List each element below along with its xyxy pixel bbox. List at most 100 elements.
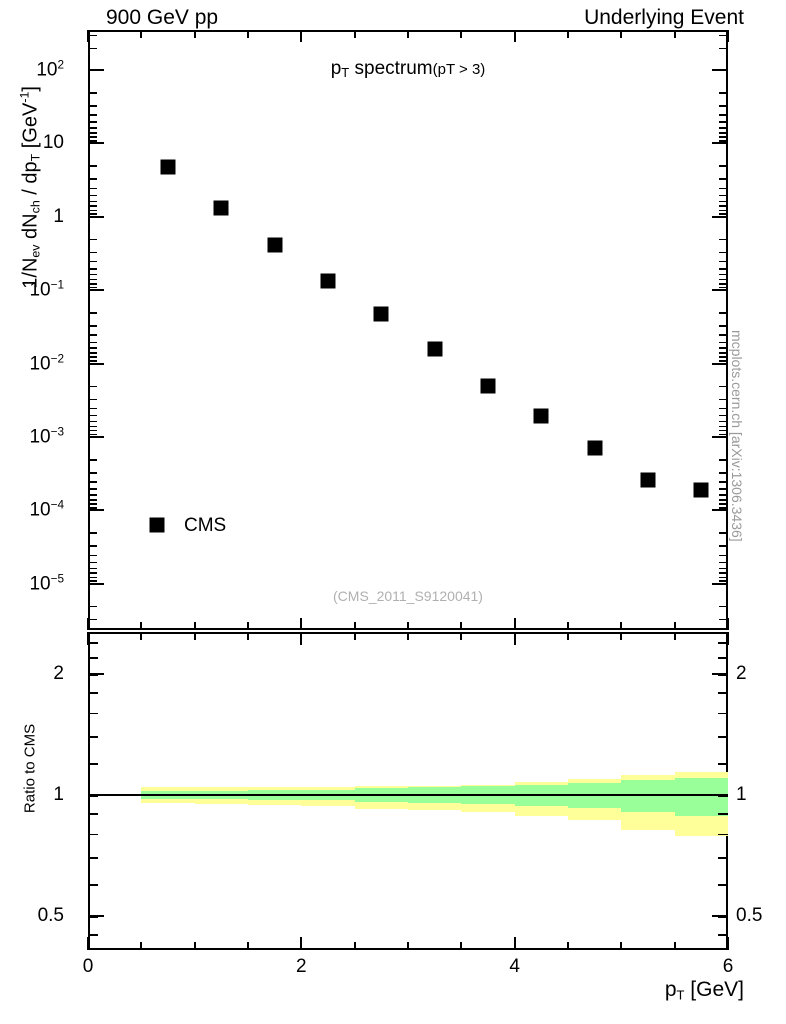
data-point-marker bbox=[373, 306, 389, 322]
y-minor-tick bbox=[88, 499, 97, 501]
y-major-tick bbox=[88, 509, 104, 512]
y-minor-tick bbox=[88, 605, 97, 608]
plot-title-cut: (pT > 3) bbox=[432, 61, 486, 78]
ratio-y-minor-tick bbox=[718, 763, 728, 765]
y-minor-tick bbox=[88, 341, 97, 343]
x-tick-main-top bbox=[140, 30, 143, 38]
y-major-tick bbox=[712, 509, 728, 512]
y-minor-tick bbox=[719, 187, 728, 190]
ratio-y-minor-tick bbox=[718, 692, 728, 694]
x-axis-label: pT [GeV] bbox=[665, 978, 744, 1002]
x-tick-main-bottom bbox=[513, 618, 516, 630]
y-minor-tick bbox=[719, 105, 728, 107]
y-minor-tick bbox=[719, 283, 728, 285]
y-minor-tick bbox=[88, 360, 97, 362]
x-tick-main-top bbox=[460, 30, 463, 38]
ratio-reference-line bbox=[88, 794, 728, 796]
x-tick-ratio-top bbox=[140, 632, 143, 640]
data-point-marker bbox=[640, 472, 656, 488]
y-minor-tick bbox=[88, 576, 97, 579]
legend-entry-cms: CMS bbox=[184, 515, 227, 536]
x-tick-main-top bbox=[513, 30, 516, 42]
x-tick-ratio-bottom bbox=[300, 937, 303, 950]
x-tick-ratio-top bbox=[247, 632, 249, 640]
y-minor-tick bbox=[88, 200, 97, 203]
y-major-tick bbox=[712, 142, 728, 145]
x-tick-main-top bbox=[87, 30, 89, 42]
ratio-y-minor-tick bbox=[718, 934, 728, 936]
x-tick-main-top bbox=[300, 30, 303, 42]
y-minor-tick bbox=[88, 165, 97, 167]
y-minor-tick bbox=[719, 532, 728, 534]
y-minor-tick bbox=[719, 260, 728, 263]
x-tick-main-top bbox=[673, 30, 676, 38]
y-minor-tick bbox=[719, 178, 728, 180]
ratio-y-minor-tick bbox=[88, 833, 98, 836]
y-minor-tick bbox=[88, 251, 97, 254]
y-major-tick bbox=[712, 69, 728, 71]
y-minor-tick bbox=[88, 325, 97, 327]
y-minor-tick bbox=[719, 503, 728, 505]
y-tick-label: 102 bbox=[36, 58, 64, 81]
y-minor-tick bbox=[719, 499, 728, 501]
plot-title: pT spectrum(pT > 3) bbox=[88, 58, 728, 80]
y-minor-tick bbox=[88, 127, 97, 129]
header-left-label: 900 GeV pp bbox=[106, 6, 219, 29]
x-tick-ratio-bottom bbox=[727, 937, 729, 950]
ratio-y-minor-tick bbox=[88, 657, 98, 659]
y-minor-tick bbox=[88, 121, 97, 123]
y-major-tick bbox=[88, 289, 104, 292]
y-minor-tick bbox=[88, 488, 97, 490]
y-minor-tick bbox=[88, 554, 97, 557]
y-minor-tick bbox=[88, 194, 97, 197]
y-minor-tick bbox=[719, 140, 728, 142]
y-minor-tick bbox=[719, 472, 728, 474]
plot-title-rest: spectrum bbox=[349, 58, 433, 79]
x-axis-label-unit: [GeV] bbox=[684, 978, 744, 1001]
y-minor-tick bbox=[88, 209, 97, 212]
ratio-y-tick-label-left: 0.5 bbox=[37, 905, 64, 926]
x-tick-ratio-top bbox=[620, 632, 623, 640]
y-minor-tick bbox=[88, 567, 97, 570]
y-minor-tick bbox=[719, 251, 728, 254]
y-minor-tick bbox=[719, 268, 728, 270]
ratio-band-inner bbox=[674, 777, 728, 817]
x-axis-label-p: p bbox=[664, 978, 677, 1001]
y-major-tick bbox=[712, 582, 728, 585]
y-minor-tick bbox=[88, 334, 97, 336]
y-tick-label: 10−1 bbox=[29, 278, 64, 301]
ratio-y-minor-tick bbox=[718, 736, 728, 738]
x-tick-ratio-bottom bbox=[407, 942, 409, 950]
ratio-y-minor-tick bbox=[718, 916, 728, 918]
x-tick-main-top bbox=[247, 30, 249, 38]
y-minor-tick bbox=[88, 429, 97, 432]
y-minor-tick bbox=[88, 494, 97, 496]
y-major-tick bbox=[712, 289, 728, 292]
y-minor-tick bbox=[88, 205, 97, 207]
y-minor-tick bbox=[88, 114, 97, 116]
y-major-tick bbox=[88, 142, 104, 145]
ratio-y-tick-label-right: 2 bbox=[736, 663, 747, 684]
y-minor-tick bbox=[719, 407, 728, 410]
y-minor-tick bbox=[88, 433, 97, 436]
ratio-y-minor-tick bbox=[718, 857, 728, 859]
ratio-y-minor-tick bbox=[88, 934, 98, 936]
header-right-label: Underlying Event bbox=[584, 6, 744, 29]
data-point-marker bbox=[267, 237, 283, 253]
x-tick-ratio-bottom bbox=[140, 942, 143, 950]
x-tick-main-top bbox=[407, 30, 409, 38]
x-tick-label: 4 bbox=[509, 956, 520, 977]
x-tick-main-top bbox=[193, 30, 196, 38]
y-minor-tick bbox=[719, 213, 728, 215]
y-minor-tick bbox=[719, 429, 728, 432]
data-point-marker bbox=[213, 200, 229, 216]
y-minor-tick bbox=[719, 576, 728, 579]
y-major-tick bbox=[88, 582, 104, 585]
ratio-y-minor-tick bbox=[718, 833, 728, 836]
y-minor-tick bbox=[88, 286, 97, 289]
x-tick-main-bottom bbox=[87, 618, 89, 630]
x-tick-ratio-top bbox=[407, 632, 409, 640]
y-minor-tick bbox=[719, 205, 728, 207]
y-minor-tick bbox=[88, 481, 97, 483]
data-point-marker bbox=[160, 159, 176, 175]
